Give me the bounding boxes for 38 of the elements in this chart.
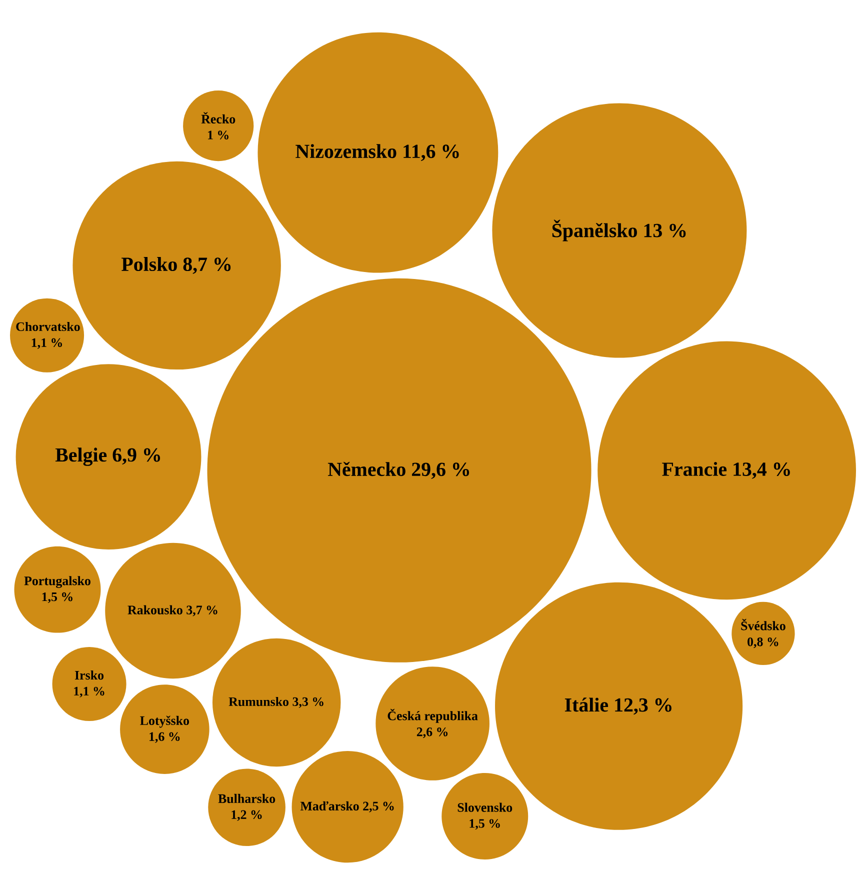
category-label: Rakousko bbox=[128, 605, 182, 614]
data-label: 29,6 % bbox=[412, 462, 470, 479]
category-label: Portugalsko bbox=[24, 576, 90, 588]
category-label: Bulharsko bbox=[218, 794, 276, 804]
category-label: Rumunsko bbox=[228, 696, 289, 706]
category-label: Česká republika bbox=[388, 708, 478, 723]
category-label: Polsko bbox=[122, 257, 177, 272]
category-label: Irsko bbox=[74, 670, 104, 680]
category-label: Chorvatsko bbox=[16, 322, 80, 332]
category-label: Lotyšsko bbox=[140, 716, 190, 728]
data-label: 1,6 % bbox=[150, 732, 180, 743]
category-label: Slovensko bbox=[458, 802, 512, 812]
data-label: 2,6 % bbox=[416, 727, 448, 738]
data-label: 11,6 % bbox=[404, 144, 459, 162]
data-label: 1,2 % bbox=[232, 810, 262, 821]
data-label: 1,1 % bbox=[32, 338, 62, 349]
data-label: 13,4 % bbox=[734, 462, 790, 479]
data-label: 1,1 % bbox=[74, 686, 104, 698]
data-label: 0,8 % bbox=[748, 637, 778, 648]
data-label: 1,5 % bbox=[42, 592, 72, 604]
category-label: Francie bbox=[662, 462, 727, 476]
data-label: 8,7 % bbox=[183, 258, 231, 274]
data-label: 2,5 % bbox=[363, 802, 394, 812]
data-label: 13 % bbox=[644, 224, 686, 238]
category-label: Švédsko bbox=[741, 618, 786, 630]
category-label: Španělsko bbox=[552, 220, 637, 242]
category-label: Belgie bbox=[55, 448, 107, 466]
data-label: 3,7 % bbox=[186, 606, 218, 616]
data-label: 1,5 % bbox=[470, 819, 500, 830]
category-label: Německo bbox=[328, 462, 406, 476]
data-label: 3,3 % bbox=[292, 697, 324, 708]
data-label: 6,9 % bbox=[112, 448, 160, 465]
category-label: Maďarsko bbox=[300, 801, 359, 810]
data-label: 1 % bbox=[208, 130, 228, 140]
category-label: Itálie bbox=[564, 698, 608, 712]
category-label: Nizozemsko bbox=[296, 144, 396, 158]
data-label: 12,3 % bbox=[615, 698, 672, 715]
category-label: Řecko bbox=[201, 112, 236, 124]
